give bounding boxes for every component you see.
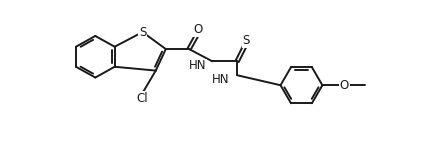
Text: S: S	[243, 34, 250, 47]
Text: Cl: Cl	[137, 92, 148, 105]
Text: HN: HN	[212, 73, 229, 86]
Text: S: S	[139, 26, 146, 39]
Text: O: O	[339, 79, 349, 92]
Text: HN: HN	[189, 59, 206, 73]
Text: O: O	[193, 23, 202, 36]
